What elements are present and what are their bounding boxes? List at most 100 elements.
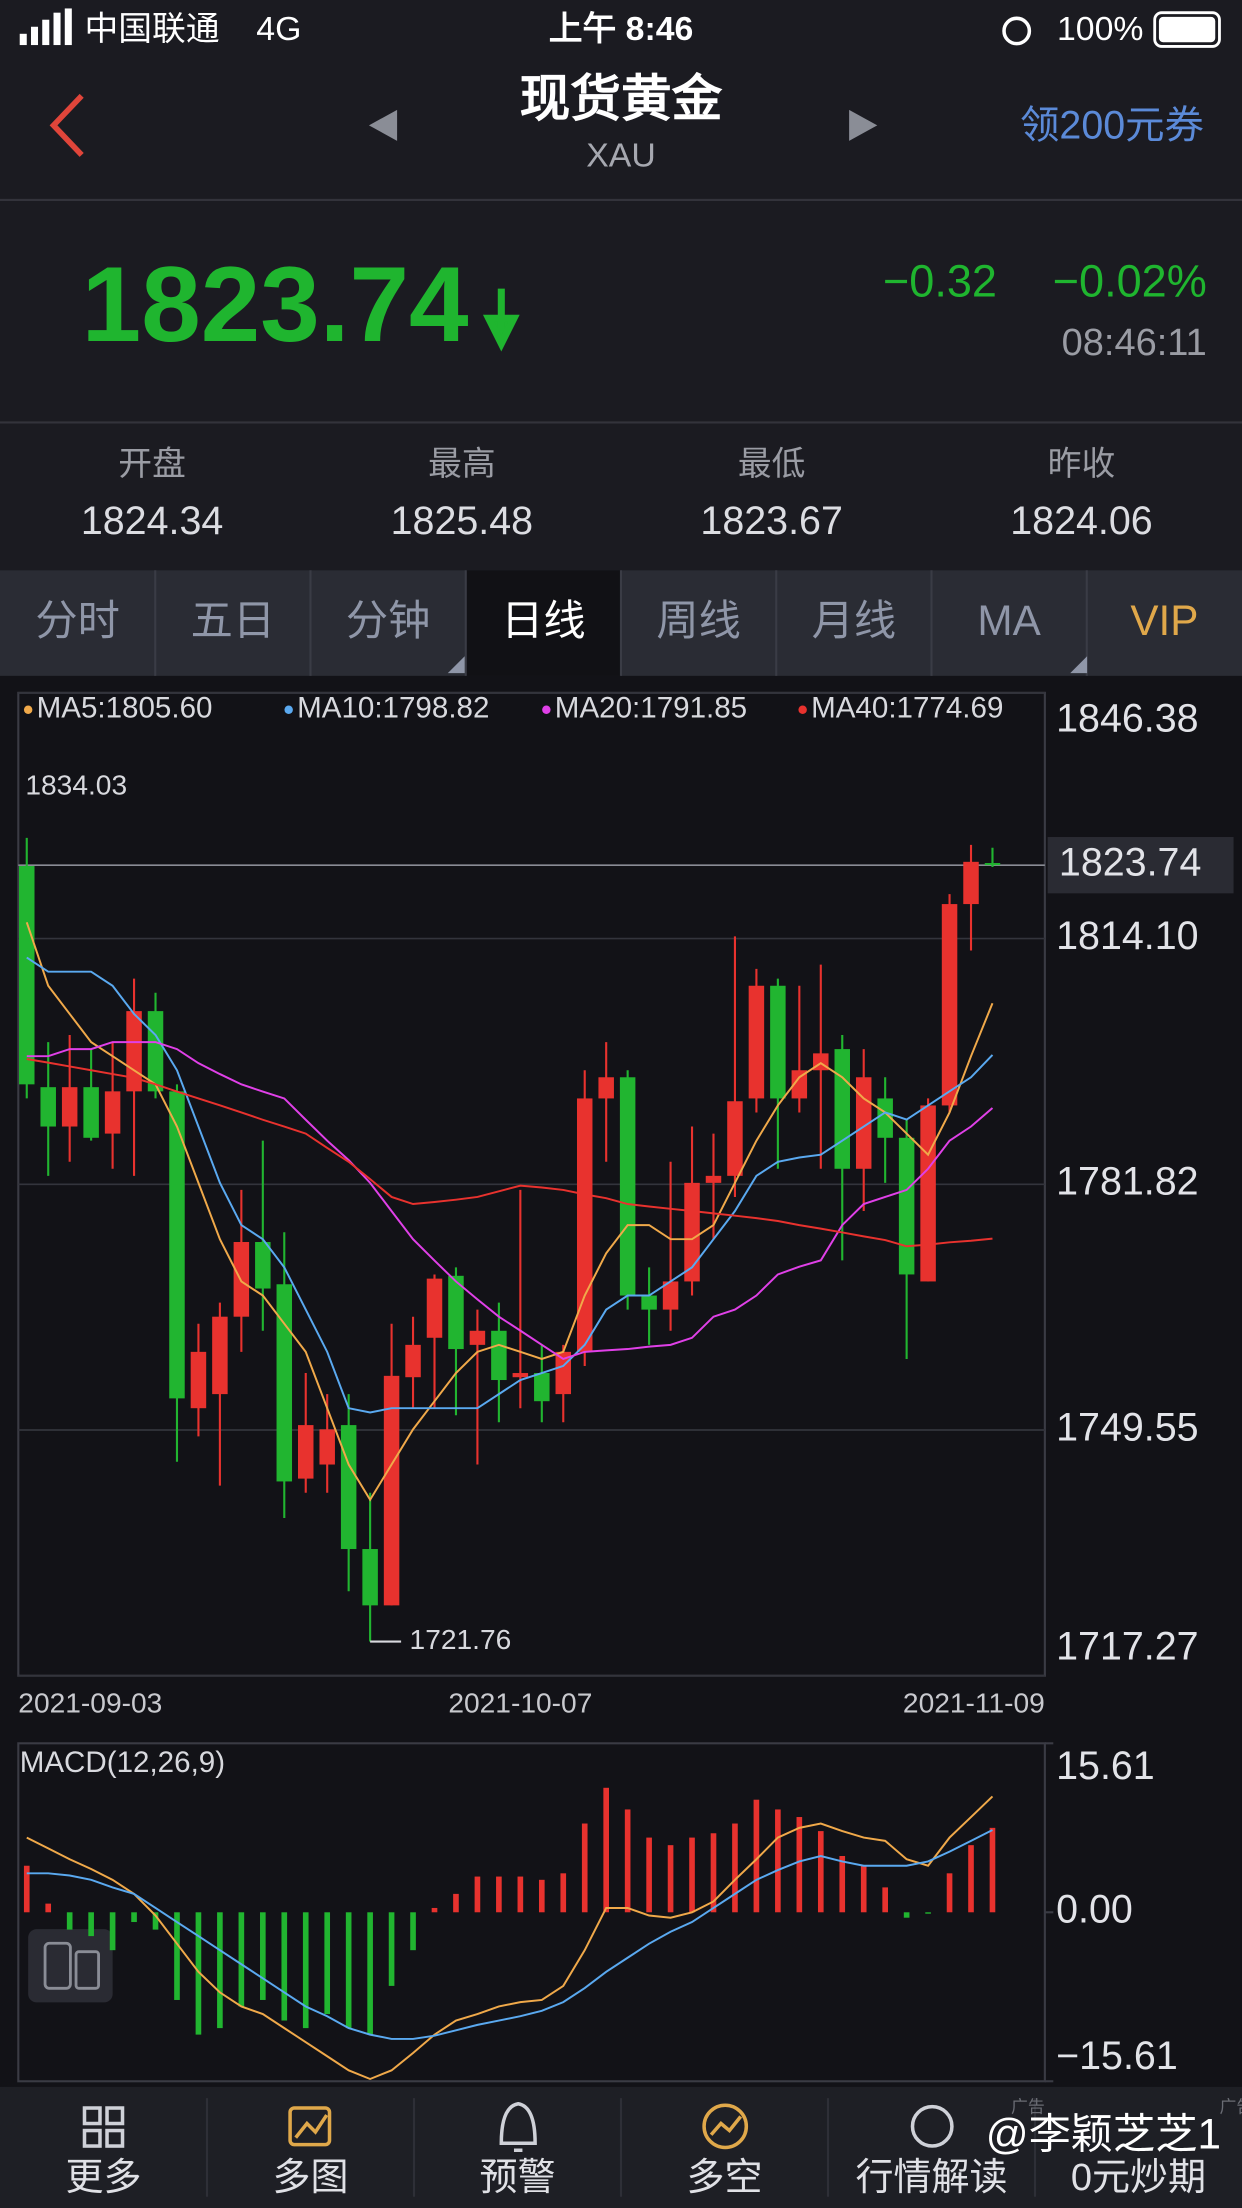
indicator-title: MACD(12,26,9) bbox=[20, 1746, 225, 1779]
nav-item[interactable]: 预警 bbox=[479, 2157, 555, 2199]
tab[interactable]: VIP bbox=[1130, 597, 1198, 644]
macd-line bbox=[26, 1829, 993, 2040]
active-tab bbox=[465, 570, 621, 676]
macd-bar bbox=[796, 1817, 803, 1913]
price-change: −0.32 bbox=[883, 255, 997, 306]
y-tick-label: 1814.10 bbox=[1056, 914, 1198, 958]
tab[interactable]: 分时 bbox=[35, 597, 119, 644]
ad-label: 广告 bbox=[1011, 2097, 1045, 2116]
next-button[interactable] bbox=[849, 109, 878, 141]
macd-bar bbox=[646, 1837, 652, 1913]
macd-bar bbox=[839, 1855, 846, 1913]
legend-dot bbox=[23, 705, 33, 714]
watermark: @李颖芝芝1 bbox=[986, 2111, 1221, 2158]
candle-body bbox=[405, 1344, 421, 1378]
candle-body bbox=[469, 1330, 486, 1345]
tab[interactable]: 日线 bbox=[501, 597, 585, 644]
macd-bar bbox=[667, 1845, 674, 1913]
nav-dividers bbox=[205, 2098, 1037, 2197]
ma-line bbox=[26, 1041, 994, 1361]
ma-line bbox=[26, 956, 994, 1414]
legend-entry: MA40:1774.69 bbox=[811, 692, 1003, 725]
candle-body bbox=[297, 1425, 314, 1479]
tab[interactable]: 分钟 bbox=[346, 597, 430, 644]
candle-body bbox=[727, 1101, 743, 1176]
candle-body bbox=[705, 1175, 722, 1183]
candle-body bbox=[83, 1087, 99, 1138]
candle-body bbox=[984, 863, 1001, 866]
last-price-label: 1823.74 bbox=[1059, 841, 1201, 885]
tab[interactable]: 月线 bbox=[812, 597, 896, 644]
candle-body bbox=[662, 1281, 679, 1310]
dropdown-corner bbox=[447, 656, 465, 674]
tab[interactable]: MA bbox=[977, 597, 1041, 644]
macd-bar bbox=[152, 1912, 159, 1930]
lock-icon bbox=[1002, 16, 1032, 46]
macd-bar bbox=[238, 1912, 245, 2007]
nav-icons bbox=[82, 2102, 954, 2153]
macd-bar bbox=[217, 1912, 223, 2029]
candle-body bbox=[598, 1077, 614, 1099]
candle-body bbox=[920, 1105, 936, 1282]
nav-item[interactable]: 0元炒期 bbox=[1071, 2157, 1206, 2199]
instrument-title: 现货黄金 bbox=[520, 70, 723, 127]
nav-item[interactable]: 多图 bbox=[272, 2157, 348, 2199]
macd-bar bbox=[302, 1912, 309, 2029]
stat-label: 最高 bbox=[428, 445, 496, 483]
last-price: 1823.74 bbox=[82, 244, 469, 364]
macd-bar bbox=[131, 1912, 137, 1923]
macd-bar bbox=[23, 1865, 30, 1913]
battery-level bbox=[1158, 16, 1216, 43]
macd-bar bbox=[345, 1912, 352, 2029]
candle-body bbox=[512, 1373, 529, 1378]
fullscreen-icon bbox=[43, 1941, 72, 1990]
stats-row: 开盘 1824.34 最高 1825.48 最低 1823.67 昨收 1824.06 bbox=[81, 445, 1153, 543]
nav-item[interactable]: 多空 bbox=[686, 2157, 762, 2199]
prev-button[interactable] bbox=[368, 109, 398, 141]
nav-item[interactable]: 行情解读 bbox=[855, 2157, 1007, 2199]
stat-label: 开盘 bbox=[118, 445, 186, 483]
candle-body bbox=[61, 1087, 78, 1127]
macd-bar bbox=[989, 1827, 996, 1913]
macd-bar bbox=[538, 1879, 545, 1913]
candle-body bbox=[770, 985, 786, 1099]
macd-bar bbox=[581, 1823, 588, 1913]
tab[interactable]: 五日 bbox=[191, 597, 275, 644]
macd-bar bbox=[860, 1865, 867, 1913]
candle-body bbox=[791, 1070, 808, 1099]
macd-bar bbox=[324, 1912, 331, 2015]
macd-bar bbox=[109, 1912, 116, 1951]
ma-line bbox=[26, 1058, 993, 1248]
y-tick-label: 1846.38 bbox=[1056, 696, 1198, 740]
back-button[interactable] bbox=[49, 93, 84, 157]
candle-body bbox=[319, 1429, 335, 1465]
candle-body bbox=[834, 1049, 850, 1169]
stat-value: 1825.48 bbox=[391, 499, 533, 543]
macd-bar bbox=[753, 1799, 760, 1913]
macd-bar bbox=[474, 1876, 481, 1913]
macd-bar bbox=[195, 1912, 202, 2035]
macd-line bbox=[26, 1795, 994, 2081]
macd-bar bbox=[388, 1912, 395, 1986]
candle-body bbox=[877, 1098, 893, 1138]
stat-value: 1823.67 bbox=[700, 499, 842, 543]
tab[interactable]: 周线 bbox=[656, 597, 740, 644]
nav-item[interactable]: 更多 bbox=[65, 2157, 141, 2199]
low-annotation: 1721.76 bbox=[410, 1624, 512, 1655]
candle-body bbox=[963, 861, 979, 905]
network: 4G bbox=[256, 10, 301, 48]
candle-body bbox=[19, 866, 35, 1085]
quote-time: 08:46:11 bbox=[1062, 322, 1207, 364]
legend-dot bbox=[798, 705, 807, 714]
macd-bar bbox=[710, 1833, 717, 1913]
macd-bar bbox=[88, 1912, 94, 1937]
stat-label: 昨收 bbox=[1048, 445, 1116, 483]
candle-body bbox=[40, 1087, 56, 1127]
coupon-link[interactable]: 领200元券 bbox=[1020, 104, 1204, 148]
legend-entry: MA10:1798.82 bbox=[297, 692, 489, 725]
macd-bar bbox=[689, 1837, 695, 1913]
dropdown-corner bbox=[1070, 656, 1088, 674]
